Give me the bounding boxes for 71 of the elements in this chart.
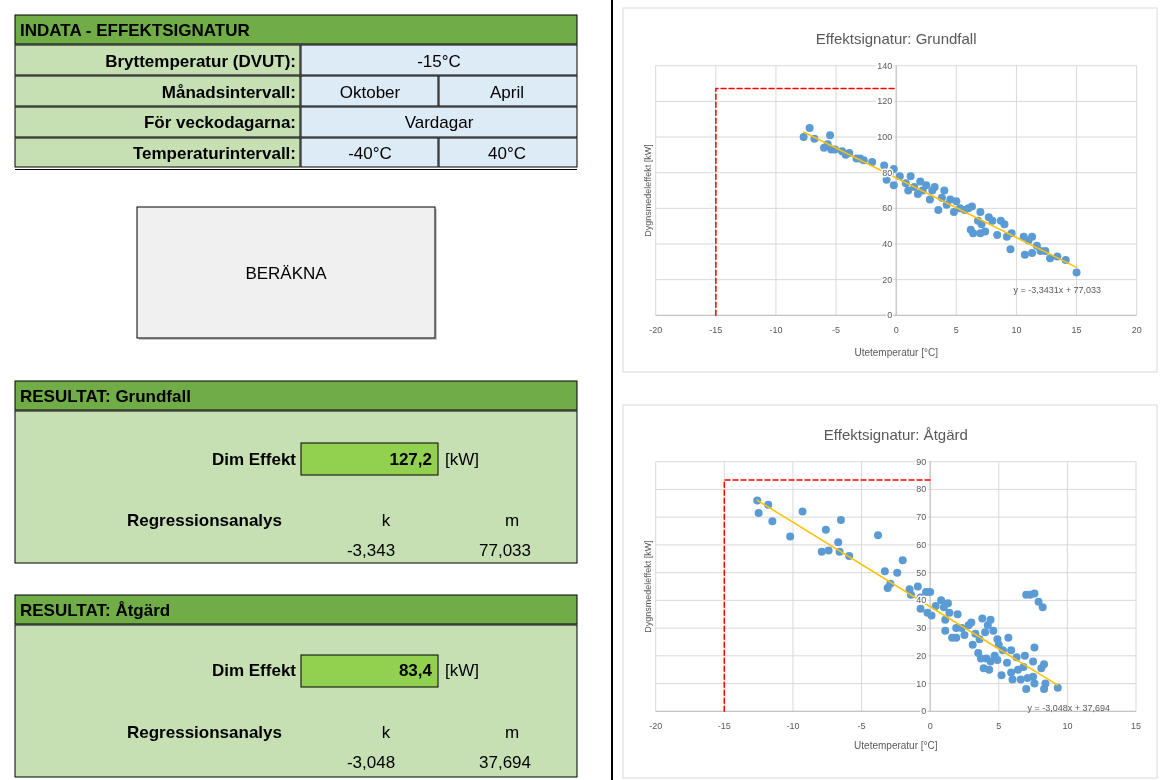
y-tick-label: 0 <box>887 310 893 321</box>
x-axis-title: Utetemperatur [°C] <box>854 739 938 751</box>
x-tick-label: 20 <box>1131 325 1142 336</box>
x-tick-label: -5 <box>857 721 866 732</box>
chart-title: Effektsignatur: Åtgärd <box>823 425 968 443</box>
x-tick-label: -20 <box>649 325 663 336</box>
text: Dim Effekt <box>211 660 297 680</box>
y-tick-label: 60 <box>916 539 927 550</box>
text: 37,694 <box>479 752 531 772</box>
y-axis-title: Dygnsmedeleffekt [kW] <box>643 540 653 633</box>
text: 127,2 <box>389 449 432 469</box>
text: m <box>504 510 520 530</box>
x-tick-label: -5 <box>832 325 841 336</box>
y-tick-label: 70 <box>916 512 927 523</box>
text: För veckodagarna: <box>143 112 296 132</box>
text: -40°C <box>348 143 392 163</box>
text: Temperaturintervall: <box>132 143 296 163</box>
y-tick-label: 0 <box>921 706 927 717</box>
text: RESULTAT: Grundfall <box>20 386 191 406</box>
text: INDATA - EFFEKTSIGNATUR <box>20 20 250 40</box>
y-axis-title: Dygnsmedeleffekt [kW] <box>643 144 653 237</box>
y-tick-label: 20 <box>882 274 893 285</box>
y-tick-label: 140 <box>877 60 893 71</box>
y-tick-label: 10 <box>916 678 927 689</box>
y-tick-label: 80 <box>916 484 927 495</box>
annotation: y = -3,048x + 37,694 <box>1027 702 1111 713</box>
x-tick-label: 5 <box>953 325 959 336</box>
text: Bryttemperatur (DVUT): <box>105 51 296 71</box>
text: k <box>381 510 391 530</box>
text: Oktober <box>339 82 401 102</box>
y-tick-label: 20 <box>916 650 927 661</box>
y-tick-label: 100 <box>877 132 893 143</box>
text: 40°C <box>488 143 526 163</box>
chart-title: Effektsignatur: Grundfall <box>815 29 977 47</box>
x-tick-label: -10 <box>769 325 783 336</box>
text: -3,048 <box>346 752 396 772</box>
text: [kW] <box>445 660 479 680</box>
text: -15°C <box>417 51 461 71</box>
text: k <box>381 722 391 742</box>
text: Regressionsanalys <box>127 510 282 530</box>
text: April <box>489 82 525 102</box>
y-tick-label: 40 <box>882 238 893 249</box>
y-tick-label: 80 <box>882 167 893 178</box>
x-tick-label: -10 <box>786 721 800 732</box>
annotation: y = -3,3431x + 77,033 <box>1013 285 1102 296</box>
x-tick-label: 15 <box>1071 325 1082 336</box>
x-tick-label: 5 <box>996 721 1002 732</box>
text: Regressionsanalys <box>127 722 282 742</box>
x-axis-title: Utetemperatur [°C] <box>854 346 939 358</box>
y-tick-label: 50 <box>916 567 927 578</box>
text: -3,343 <box>346 540 396 560</box>
x-tick-label: 10 <box>1011 325 1022 336</box>
x-tick-label: -20 <box>649 721 663 732</box>
text: [kW] <box>445 449 479 469</box>
text: 77,033 <box>479 540 531 560</box>
y-tick-label: 120 <box>877 96 893 107</box>
x-tick-label: 15 <box>1130 721 1142 732</box>
x-tick-label: -15 <box>709 325 723 336</box>
text: Månadsintervall: <box>161 82 296 102</box>
y-tick-label: 30 <box>916 623 927 634</box>
y-tick-label: 60 <box>882 203 893 214</box>
text: m <box>504 722 520 742</box>
x-tick-label: -15 <box>717 721 731 732</box>
text: Dim Effekt <box>211 449 297 469</box>
y-tick-label: 90 <box>916 456 927 467</box>
text: Vardagar <box>404 112 474 132</box>
text: BERÄKNA <box>245 263 328 283</box>
y-tick-label: 40 <box>916 595 927 606</box>
text: 83,4 <box>398 660 433 680</box>
text: RESULTAT: Åtgärd <box>20 600 171 620</box>
x-tick-label: 10 <box>1062 721 1073 732</box>
